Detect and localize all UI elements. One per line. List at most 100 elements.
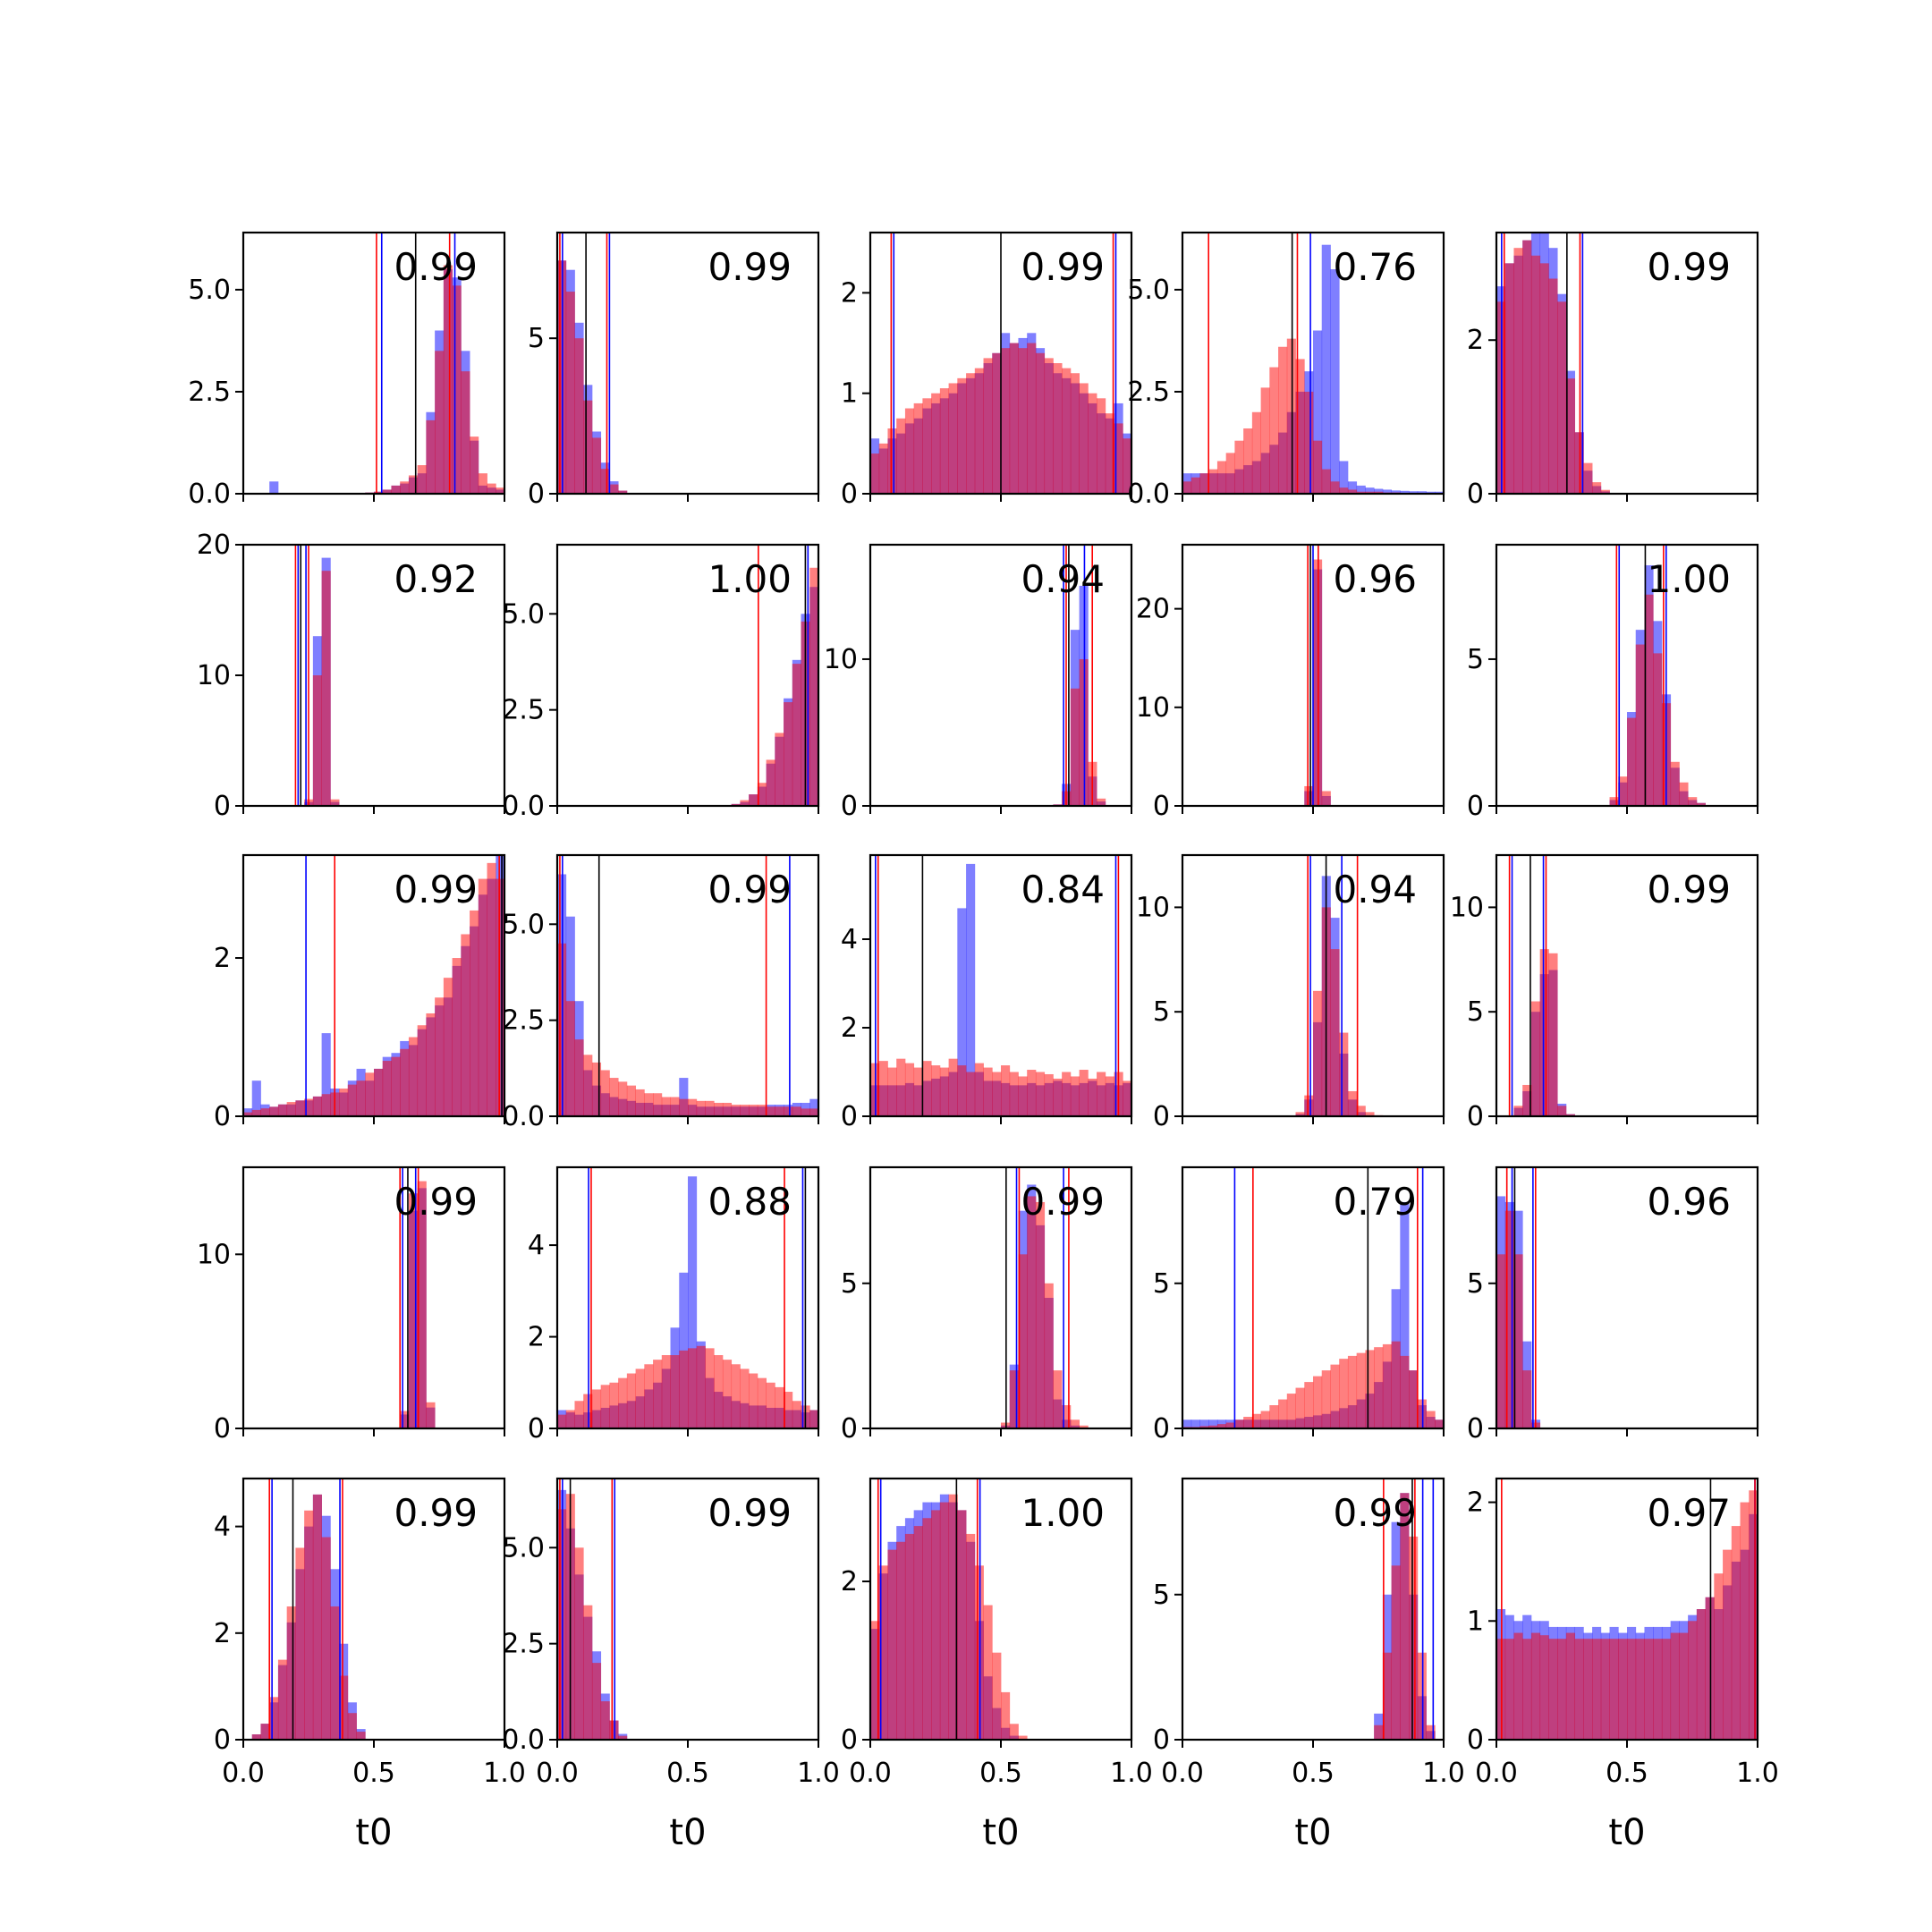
red-histogram-bar (896, 1541, 906, 1740)
red-histogram-bar (1539, 949, 1549, 1116)
red-histogram-bar (1504, 1639, 1514, 1740)
red-histogram-bar (1079, 1070, 1089, 1116)
red-histogram-bar (644, 1093, 654, 1116)
y-tick-label: 0 (1467, 791, 1484, 822)
red-histogram-bar (461, 934, 470, 1116)
red-histogram-bar (1053, 1078, 1063, 1116)
red-histogram-bar (1530, 255, 1541, 494)
blue-histogram-bar (269, 481, 279, 494)
red-histogram-bar (565, 1001, 575, 1116)
red-histogram-bar (1097, 398, 1106, 494)
red-histogram-bar (1670, 761, 1680, 806)
red-histogram-bar (1426, 1724, 1436, 1740)
red-histogram-bar (1583, 462, 1593, 494)
y-tick-label: 0.0 (502, 1724, 545, 1756)
red-histogram-bar (1278, 1399, 1288, 1428)
y-tick-label: 4 (841, 924, 858, 955)
red-histogram-bar (904, 1533, 915, 1740)
red-histogram-bar (356, 1080, 366, 1116)
red-histogram-bar (1382, 1652, 1392, 1740)
red-histogram-bar (1400, 1355, 1410, 1428)
red-histogram-bar (757, 1105, 767, 1116)
blue-histogram-bar (1208, 1419, 1218, 1428)
red-histogram-bar (1295, 1112, 1305, 1116)
red-histogram-bar (1339, 1359, 1349, 1428)
y-tick-label: 2.5 (502, 1629, 545, 1660)
red-histogram-bar (443, 265, 453, 494)
red-histogram-bar (688, 1348, 698, 1428)
y-tick-label: 2.5 (1127, 377, 1170, 408)
red-histogram-bar (1321, 469, 1331, 494)
red-histogram-bar (983, 358, 993, 494)
red-histogram-bar (1513, 1254, 1523, 1428)
annotation-value: 0.96 (1333, 557, 1417, 601)
red-histogram-bar (243, 1112, 253, 1116)
red-histogram-bar (1627, 1639, 1637, 1740)
plot-area (557, 1167, 818, 1428)
red-histogram-bar (1513, 248, 1523, 494)
annotation-value: 0.99 (394, 245, 478, 289)
blue-histogram-bar (966, 863, 976, 1116)
y-tick-label: 0 (1467, 1101, 1484, 1132)
red-histogram-bar (260, 1108, 270, 1116)
y-tick-label: 1 (841, 378, 858, 410)
subplot-1-5: 020.99 (1467, 231, 1759, 510)
red-histogram-bar (618, 1377, 628, 1428)
annotation-value: 1.00 (1647, 557, 1731, 601)
red-histogram-bar (1557, 1639, 1567, 1740)
red-histogram-bar (1600, 1639, 1610, 1740)
red-histogram-bar (277, 1104, 288, 1116)
red-histogram-bar (1001, 348, 1011, 494)
red-histogram-bar (1688, 797, 1698, 806)
red-histogram-bar (1365, 1350, 1375, 1428)
red-histogram-bar (878, 443, 888, 494)
red-histogram-bar (1391, 1341, 1401, 1428)
red-histogram-bar (391, 1056, 401, 1116)
x-tick-label: 0.5 (666, 1758, 709, 1789)
plot-area (1508, 855, 1575, 1116)
red-histogram-bar (1356, 1352, 1366, 1428)
plot-area (1001, 1167, 1089, 1428)
blue-histogram-bar (1400, 1201, 1410, 1428)
plot-area (870, 855, 1131, 1116)
red-histogram-bar (1548, 1639, 1558, 1740)
red-histogram-bar (731, 1364, 741, 1428)
red-histogram-bar (426, 1402, 436, 1428)
red-histogram-bar (574, 1547, 584, 1740)
red-histogram-bar (1530, 1001, 1541, 1116)
red-histogram-bar (1278, 346, 1288, 494)
red-histogram-bar (775, 1106, 784, 1116)
red-histogram-bar (966, 1533, 976, 1740)
x-tick-label: 0.5 (979, 1758, 1022, 1789)
red-histogram-bar (1618, 776, 1628, 806)
red-histogram-bar (757, 1377, 767, 1428)
red-histogram-bar (382, 1061, 392, 1116)
red-histogram-bar (1234, 440, 1244, 494)
red-histogram-bar (1670, 1632, 1680, 1740)
y-tick-label: 0 (841, 791, 858, 822)
blue-histogram-bar (251, 1080, 261, 1116)
red-histogram-bar (321, 571, 331, 806)
red-histogram-bar (478, 878, 487, 1116)
red-histogram-bar (974, 1063, 984, 1116)
red-histogram-bar (1513, 1632, 1523, 1740)
red-histogram-bar (784, 1106, 793, 1116)
x-tick-label: 0.0 (222, 1758, 265, 1789)
red-histogram-bar (1114, 423, 1123, 494)
annotation-value: 0.99 (708, 1491, 792, 1535)
red-histogram-bar (400, 1411, 410, 1428)
subplot-4-4: 050.79 (1153, 1165, 1445, 1445)
red-histogram-bar (957, 377, 967, 494)
red-histogram-bar (939, 1067, 949, 1116)
red-histogram-bar (1105, 413, 1114, 494)
y-tick-label: 5 (1467, 1268, 1484, 1300)
subplot-1-1: 0.0 2.5 5.0 0.99 (188, 231, 506, 510)
red-histogram-bar (635, 1089, 645, 1116)
red-histogram-bar (618, 490, 628, 494)
y-tick-label: 0 (841, 1101, 858, 1132)
plot-area (557, 1479, 628, 1740)
red-histogram-bar (452, 285, 462, 494)
red-histogram-bar (1018, 1254, 1028, 1428)
red-histogram-bar (1260, 1411, 1270, 1428)
y-tick-label: 0 (841, 479, 858, 510)
